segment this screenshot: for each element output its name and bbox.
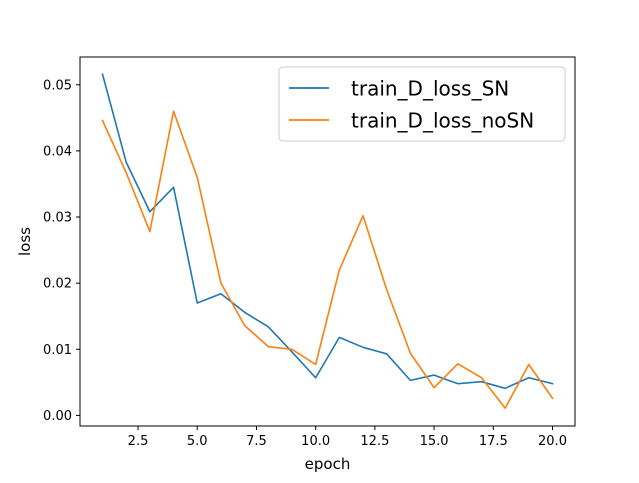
y-tick-label: 0.05	[43, 78, 72, 93]
series-line-train_D_loss_SN	[101, 73, 554, 390]
x-axis-label: epoch	[305, 455, 351, 473]
y-tick-label: 0.04	[43, 144, 72, 159]
plot-lines	[101, 73, 554, 409]
x-tick-label: 5.0	[187, 434, 208, 449]
y-tick-label: 0.01	[43, 343, 72, 358]
plot-area-frame	[79, 56, 576, 427]
y-tick-label: 0.02	[43, 277, 72, 292]
x-tick-label: 2.5	[128, 434, 149, 449]
x-tick-label: 10.0	[301, 434, 330, 449]
x-tick-label: 12.5	[360, 434, 389, 449]
y-axis-ticks: 0.00 0.01 0.02 0.03 0.04 0.05	[43, 78, 80, 424]
x-tick-label: 15.0	[420, 434, 449, 449]
series-line-train_D_loss_noSN	[101, 110, 554, 409]
x-tick-label: 7.5	[246, 434, 267, 449]
y-axis-label: loss	[16, 227, 34, 256]
legend-label: train_D_loss_noSN	[351, 109, 534, 133]
legend: train_D_loss_SN train_D_loss_noSN	[278, 66, 566, 142]
x-tick-label: 17.5	[479, 434, 508, 449]
x-axis-ticks: 2.5 5.0 7.5 10.0 12.5 15.0 17.5 20.0	[128, 426, 567, 449]
y-tick-label: 0.00	[43, 409, 72, 424]
legend-label: train_D_loss_SN	[351, 77, 509, 101]
x-tick-label: 20.0	[538, 434, 567, 449]
legend-box	[278, 66, 566, 142]
y-tick-label: 0.03	[43, 211, 72, 226]
